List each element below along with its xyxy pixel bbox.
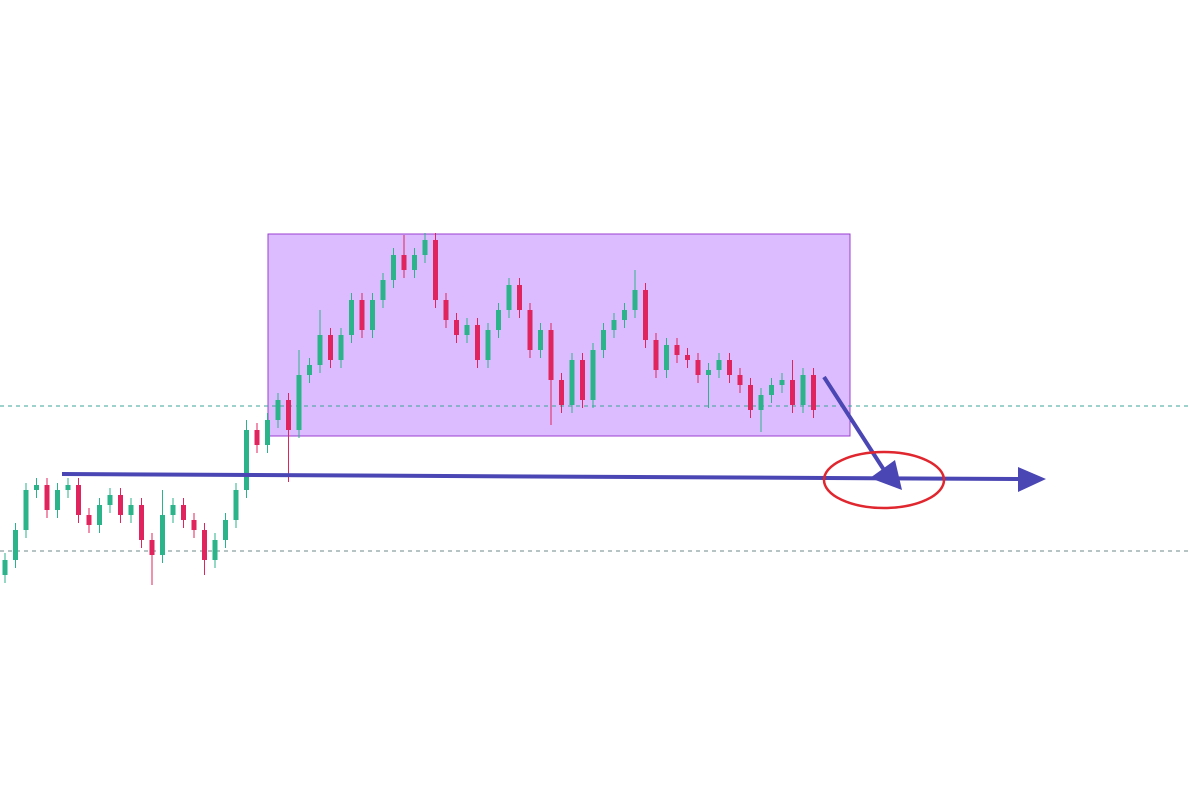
candle-body <box>412 255 417 270</box>
candle-body <box>716 360 722 370</box>
breakdown-arrow <box>822 375 886 472</box>
candle-body <box>748 385 753 410</box>
candle-body <box>706 370 711 375</box>
candle-body <box>370 300 375 330</box>
candle-body <box>811 375 816 410</box>
candle-body <box>265 420 270 445</box>
candle-body <box>170 505 176 515</box>
candle-body <box>737 375 743 385</box>
candle-body <box>475 325 480 360</box>
candle-body <box>86 515 92 525</box>
candle-body <box>548 330 554 380</box>
candle-body <box>181 505 186 520</box>
candle-body <box>97 505 102 525</box>
candle-body <box>349 300 354 335</box>
candle-body <box>685 355 690 360</box>
candles <box>2 233 816 585</box>
candle-body <box>611 320 617 330</box>
candle-body <box>2 560 8 575</box>
candle-body <box>128 505 134 515</box>
candle-body <box>244 430 249 490</box>
candle-body <box>233 490 239 520</box>
candle-body <box>44 485 50 510</box>
candle-body <box>422 240 428 255</box>
candle-body <box>65 485 71 490</box>
highlight-ellipse <box>822 450 946 510</box>
candle-body <box>569 360 575 405</box>
arrow-head <box>1018 467 1046 492</box>
candle-body <box>433 240 438 300</box>
arrow-head <box>870 460 902 490</box>
candle-body <box>769 385 774 395</box>
candle-body <box>580 360 585 400</box>
candle-body <box>223 520 228 540</box>
support-line <box>61 472 1021 481</box>
candle-body <box>202 530 207 560</box>
candle-body <box>23 490 29 530</box>
candle-body <box>359 300 365 330</box>
candle-body <box>464 325 470 335</box>
candle-body <box>391 255 396 280</box>
candle-body <box>643 290 648 340</box>
candle-body <box>779 380 785 385</box>
candle-body <box>559 380 564 405</box>
candle-body <box>632 290 638 310</box>
candle-body <box>454 320 459 335</box>
candle-body <box>380 280 386 300</box>
candle-body <box>622 310 627 320</box>
candle-body <box>76 485 81 515</box>
candle-body <box>800 375 806 405</box>
candle-body <box>34 485 39 490</box>
candle-body <box>653 340 659 370</box>
candle-body <box>13 530 18 560</box>
candle-body <box>727 360 732 375</box>
candle-body <box>149 540 155 555</box>
candle-body <box>401 255 407 270</box>
candle-body <box>527 310 533 350</box>
candle-body <box>790 380 795 405</box>
candle-body <box>296 375 302 430</box>
candle-body <box>674 345 680 355</box>
candle-body <box>55 490 60 510</box>
candle-body <box>590 350 596 400</box>
candle-body <box>485 330 491 360</box>
candle-body <box>191 520 197 530</box>
candle-body <box>275 400 281 420</box>
candle-body <box>317 335 323 365</box>
candle-body <box>695 360 701 375</box>
candle-body <box>601 330 606 350</box>
candle-body <box>107 495 113 505</box>
candle-body <box>328 335 333 360</box>
candle-body <box>160 515 165 555</box>
candle-body <box>496 310 501 330</box>
candle-body <box>212 540 218 560</box>
candle-body <box>286 400 291 430</box>
candle-body <box>538 330 543 350</box>
candle-body <box>338 335 344 360</box>
candle-body <box>517 285 522 310</box>
candle-body <box>254 430 260 445</box>
candle-body <box>758 395 764 410</box>
candle-body <box>506 285 512 310</box>
candle-body <box>307 365 312 375</box>
candle-body <box>139 505 144 540</box>
candle-body <box>118 495 123 515</box>
candle-body <box>664 345 669 370</box>
candle-body <box>443 300 449 320</box>
